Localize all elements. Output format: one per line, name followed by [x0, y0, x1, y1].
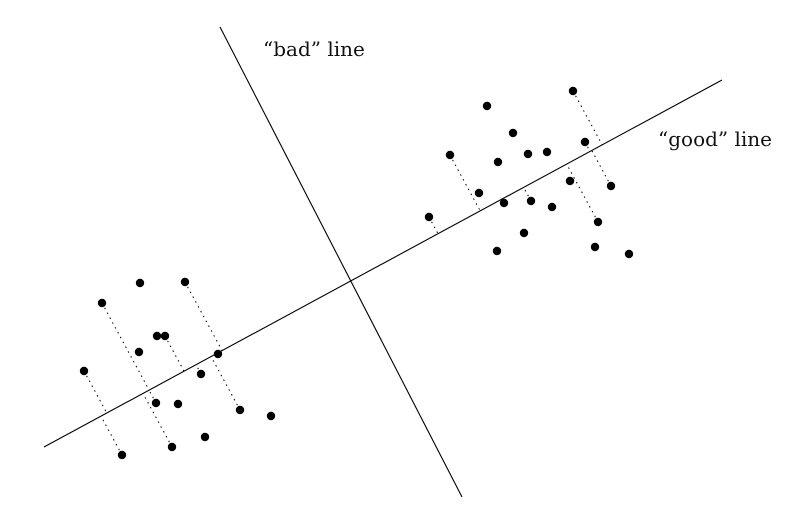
data-point: [565, 176, 575, 186]
data-point: [624, 249, 634, 259]
projection-line: [210, 356, 241, 411]
data-point: [519, 228, 529, 238]
data-point: [445, 150, 455, 160]
projection-line: [164, 335, 185, 372]
projection-line: [572, 90, 603, 146]
data-point: [526, 196, 536, 206]
data-point: [266, 411, 276, 421]
data-point: [590, 242, 600, 252]
data-point: [523, 149, 533, 159]
good-line: [43, 79, 723, 448]
good-line-label: “good” line: [658, 127, 772, 151]
data-point: [499, 198, 509, 208]
data-point: [568, 86, 578, 96]
projection-line: [101, 302, 150, 391]
data-point: [235, 405, 245, 415]
data-point: [542, 147, 552, 157]
data-point: [424, 212, 434, 222]
data-point: [135, 278, 145, 288]
data-point: [160, 331, 170, 341]
projection-line: [449, 154, 481, 212]
projection-line: [591, 150, 612, 187]
data-point: [580, 137, 590, 147]
data-point: [151, 398, 161, 408]
projection-line: [142, 393, 173, 448]
projection-line: [83, 370, 108, 414]
projection-line: [184, 281, 223, 351]
projection-line: [148, 389, 157, 404]
data-point: [593, 217, 603, 227]
data-point: [492, 246, 502, 256]
data-point: [547, 202, 557, 212]
data-point: [134, 347, 144, 357]
projection-line: [100, 415, 123, 456]
data-point: [97, 298, 107, 308]
data-points: [79, 86, 634, 460]
data-point: [493, 157, 503, 167]
projection-lines: [83, 90, 612, 456]
data-point: [152, 331, 162, 341]
data-point: [474, 188, 484, 198]
bad-line-label: “bad” line: [263, 37, 365, 61]
data-point: [606, 181, 616, 191]
data-point: [508, 128, 518, 138]
projection-line: [566, 163, 599, 223]
data-point: [167, 442, 177, 452]
data-point: [117, 450, 127, 460]
data-point: [213, 349, 223, 359]
data-point: [482, 101, 492, 111]
bad-line: [219, 26, 463, 498]
data-point: [180, 277, 190, 287]
data-point: [200, 432, 210, 442]
data-point: [173, 399, 183, 409]
data-point: [79, 366, 89, 376]
data-point: [196, 369, 206, 379]
